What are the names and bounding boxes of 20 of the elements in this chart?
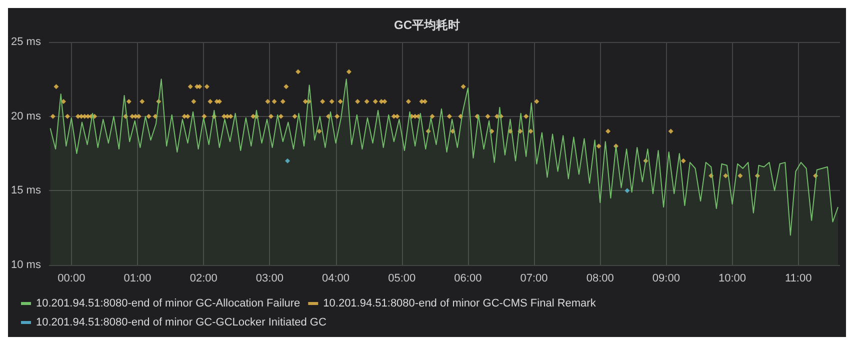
x-tick-label: 06:00 [454,272,482,284]
x-tick-label: 01:00 [124,272,152,284]
chart-title: GC平均耗时 [394,18,460,32]
x-tick-label: 05:00 [388,272,416,284]
x-tick-label: 00:00 [58,272,86,284]
legend-label: 10.201.94.51:8080-end of minor GC-GCLocker Initiated GC [36,316,326,328]
y-tick-label: 25 ms [10,36,42,48]
y-tick-label: 15 ms [10,184,42,197]
x-tick-label: 09:00 [652,272,680,284]
x-tick-label: 08:00 [586,272,614,284]
x-tick-label: 10:00 [718,272,746,284]
legend-label: 10.201.94.51:8080-end of minor GC-CMS Final Remark [323,298,596,310]
y-tick-label: 10 ms [10,259,42,271]
x-tick-label: 07:00 [520,272,548,284]
x-tick-label: 03:00 [256,272,284,284]
y-tick-label: 20 ms [10,110,42,122]
x-tick-label: 11:00 [785,272,812,284]
x-tick-label: 02:00 [190,272,218,284]
x-tick-label: 04:00 [322,272,350,284]
legend-label: 10.201.94.51:8080-end of minor GC-Allocation Failure [36,298,300,310]
